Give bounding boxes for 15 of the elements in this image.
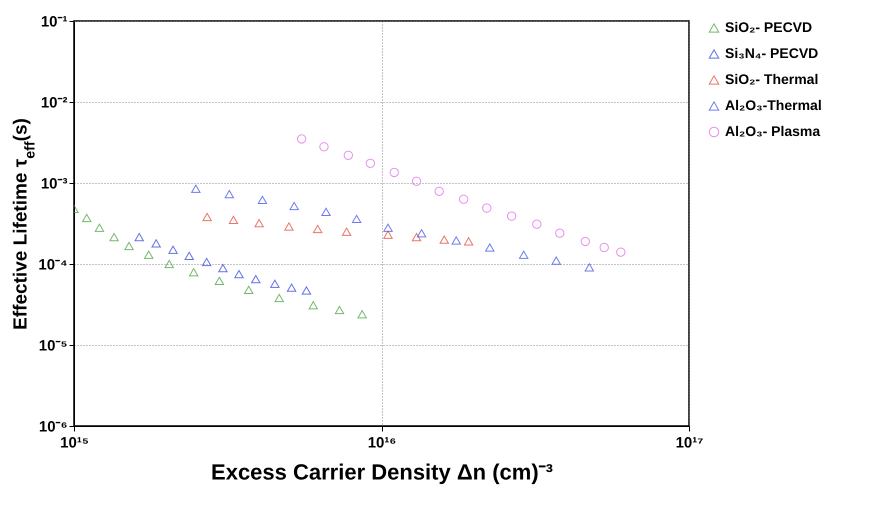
x-tick-label: 10¹⁶ <box>368 434 396 452</box>
legend-label: Al₂O₃-Thermal <box>725 97 822 113</box>
x-axis-title: Excess Carrier Density Δn (cm)⁻³ <box>211 460 553 484</box>
legend-label: SiO₂- Thermal <box>725 71 818 87</box>
y-tick-label: 10⁻⁵ <box>38 338 68 354</box>
x-tick-label: 10¹⁵ <box>60 434 89 452</box>
legend-label: SiO₂- PECVD <box>725 19 812 35</box>
y-tick-label: 10⁻⁶ <box>38 418 68 436</box>
legend-label: Si₃N₄- PECVD <box>725 45 818 61</box>
x-tick-label: 10¹⁷ <box>676 434 704 452</box>
y-tick-label: 10⁻³ <box>40 176 68 192</box>
y-tick-label: 10⁻¹ <box>40 14 68 30</box>
y-tick-label: 10⁻⁴ <box>38 256 68 274</box>
legend-label: Al₂O₃- Plasma <box>725 123 820 139</box>
y-tick-label: 10⁻² <box>40 94 68 112</box>
